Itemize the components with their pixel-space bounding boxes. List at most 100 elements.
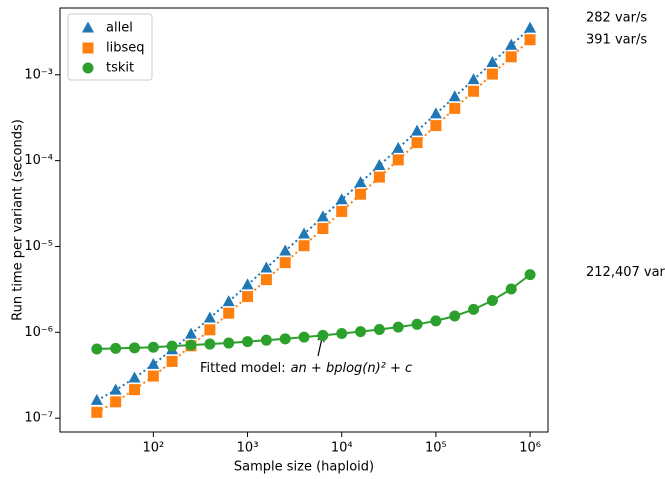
marker [373, 171, 385, 183]
marker [147, 370, 159, 382]
marker [279, 244, 292, 256]
marker [204, 338, 216, 350]
plot-frame [59, 7, 549, 433]
marker [392, 154, 404, 166]
marker [468, 85, 480, 97]
marker [185, 339, 197, 351]
marker [505, 283, 517, 295]
marker [129, 384, 141, 396]
marker [354, 176, 367, 188]
marker [279, 257, 291, 269]
y-tick-label: 10⁻⁴ [24, 153, 53, 168]
marker [260, 274, 272, 286]
marker [317, 329, 329, 341]
x-tick-label: 10³ [237, 441, 259, 456]
annotation-text: Fitted model: [200, 361, 286, 376]
marker [298, 240, 310, 252]
series-line [96, 27, 531, 402]
marker [486, 294, 498, 306]
marker [82, 21, 94, 33]
marker [392, 321, 404, 333]
marker [298, 227, 311, 239]
marker [430, 120, 442, 132]
marker [129, 342, 141, 354]
marker [336, 327, 348, 339]
legend-label: tskit [106, 61, 134, 76]
y-tick-label: 10⁻⁵ [24, 239, 53, 254]
marker [430, 315, 442, 327]
legend-label: allel [106, 21, 133, 36]
x-tick-label: 10² [142, 441, 164, 456]
marker [524, 21, 537, 33]
annotation-arrow [317, 337, 323, 357]
marker [279, 333, 291, 345]
marker [335, 193, 348, 205]
marker [467, 73, 480, 85]
marker [128, 371, 141, 383]
marker [109, 383, 122, 395]
marker [242, 336, 254, 348]
marker [166, 340, 178, 352]
marker [355, 188, 367, 200]
annotation-formula: an + bplog(n)² + c [291, 361, 413, 376]
series-line [96, 39, 531, 414]
y-tick-label: 10⁻⁷ [24, 411, 53, 426]
marker [82, 62, 94, 74]
marker [203, 311, 216, 323]
marker [110, 396, 122, 408]
marker [241, 278, 254, 290]
marker [242, 291, 254, 303]
legend-label: libseq [106, 41, 145, 56]
marker [373, 323, 385, 335]
marker [223, 337, 235, 349]
y-tick-label: 10⁻⁶ [24, 325, 53, 340]
marker [429, 107, 442, 119]
marker [317, 222, 329, 234]
marker [316, 210, 329, 222]
marker [524, 34, 536, 46]
x-axis-label: Sample size (haploid) [234, 460, 374, 475]
x-tick-label: 10⁴ [331, 441, 353, 456]
annotation: Fitted model: an + bplog(n)² + c [200, 361, 412, 376]
marker [204, 324, 216, 336]
rate-label: 212,407 var/s [586, 265, 665, 280]
marker [223, 307, 235, 319]
marker [91, 343, 103, 355]
marker [110, 342, 122, 354]
marker [260, 261, 273, 273]
marker [392, 141, 405, 153]
marker [524, 269, 536, 281]
y-axis-label: Run time per variant (seconds) [11, 119, 26, 321]
x-tick-label: 10⁶ [519, 441, 541, 456]
marker [147, 341, 159, 353]
marker [411, 318, 423, 330]
rate-label: 282 var/s [586, 11, 647, 26]
marker [222, 295, 235, 307]
x-tick-label: 10⁵ [425, 441, 447, 456]
marker [486, 56, 499, 68]
marker [91, 406, 103, 418]
marker [486, 68, 498, 80]
marker [468, 303, 480, 315]
y-tick-label: 10⁻³ [24, 67, 53, 82]
marker [449, 102, 461, 114]
marker [373, 158, 386, 170]
marker [147, 357, 160, 369]
marker [505, 38, 518, 50]
marker [90, 393, 103, 405]
marker [298, 331, 310, 343]
marker [166, 355, 178, 367]
marker [185, 327, 198, 339]
marker [336, 205, 348, 217]
marker [411, 124, 424, 136]
marker [411, 137, 423, 149]
rate-label: 391 var/s [586, 32, 647, 47]
marker [260, 334, 272, 346]
marker [505, 51, 517, 63]
marker [449, 310, 461, 322]
marker [82, 42, 94, 54]
series-line [96, 273, 531, 350]
marker [448, 90, 461, 102]
marker [355, 326, 367, 338]
